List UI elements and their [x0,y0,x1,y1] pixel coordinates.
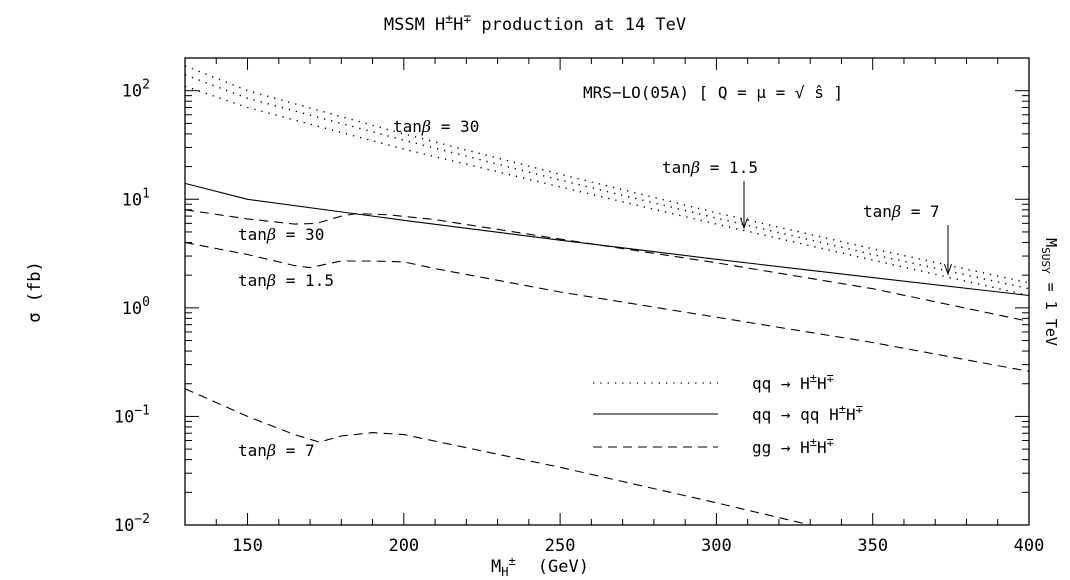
series-dashed-1.5-line [184,241,1030,372]
series-dashed-7-line [184,388,811,526]
x-tick-label: 250 [545,536,576,556]
x-tick-label: 350 [857,536,888,556]
annotation-tanb-7-dotted: tanβ = 7 [863,202,940,221]
legend: qq → H±H∓ qq → qq H±H∓ gg → H±H∓ [593,371,863,457]
annotation-tanb-7-dashed: tanβ = 7 [238,441,315,460]
data-curves [184,65,1030,526]
chart-title: MSSM H±H∓ production at 14 TeV [384,12,686,35]
x-tick-label: 300 [701,536,732,556]
series-dotted-1.5-line [184,74,1030,290]
series-dashed-30-line [184,209,1030,322]
x-tick-labels: 150 200 250 300 350 400 [232,536,1044,556]
y-tick-label: 100 [122,295,150,319]
x-tick-label: 150 [232,536,263,556]
arrow-tanb-1.5 [740,181,748,230]
pdf-label: MRS−LO(05A) [ Q = μ = √ ŝ ] [583,83,843,102]
legend-label-dashed: gg → H±H∓ [752,435,834,457]
plot-frame [184,57,1030,526]
annotation-tanb-30-dotted: tanβ = 30 [393,117,479,136]
right-axis-label: MSUSY = 1 TeV [1039,238,1060,346]
y-tick-label: 101 [122,186,150,210]
y-tick-labels: 10−2 10−1 100 101 102 [114,78,150,536]
annotation-tanb-30-dashed: tanβ = 30 [238,225,324,244]
y-tick-label: 10−2 [114,512,150,536]
series-solid-all-line [184,182,1030,297]
legend-label-solid: qq → qq H±H∓ [752,402,863,424]
annotation-tanb-1.5-dotted: tanβ = 1.5 [662,158,758,177]
y-axis-label: σ (fb) [25,261,45,322]
axis-ticks [184,57,1030,526]
x-tick-label: 400 [1014,536,1045,556]
x-tick-label: 200 [388,536,419,556]
y-tick-label: 10−1 [114,403,150,427]
arrow-tanb-7 [944,225,952,276]
annotation-tanb-1.5-dashed: tanβ = 1.5 [238,271,334,290]
legend-label-dotted: qq → H±H∓ [752,371,834,393]
y-tick-label: 102 [122,78,150,102]
series-dotted-7-line [184,85,1030,297]
x-axis-label: MH± (GeV) [491,554,589,579]
